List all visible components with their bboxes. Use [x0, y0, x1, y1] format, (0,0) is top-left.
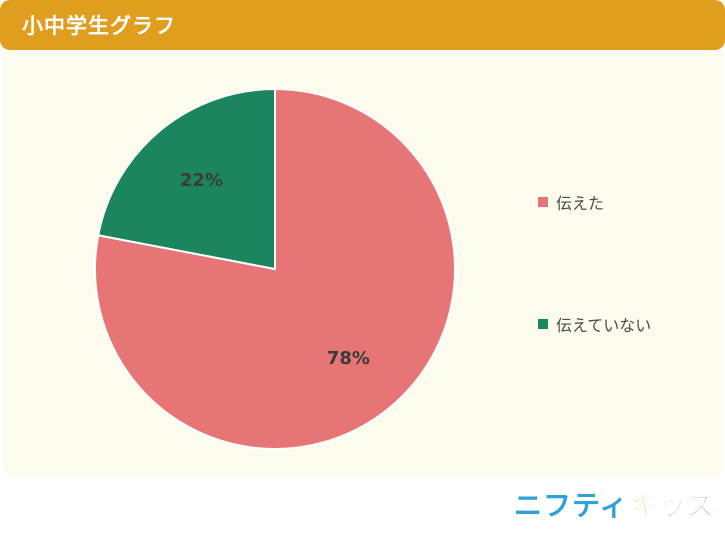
- header-bar: 小中学生グラフ: [0, 0, 725, 50]
- pie-data-label-0: 78%: [327, 348, 370, 369]
- logo-text-nifty: ニフティ: [514, 489, 629, 522]
- logo-kids-a: キ: [630, 489, 659, 523]
- legend-label-not-told: 伝えていない: [556, 316, 652, 335]
- pie-slice-0: [94, 87, 456, 450]
- pie-data-label-1: 22%: [180, 170, 223, 191]
- pie-slice-1: [97, 87, 276, 271]
- logo-kids-b: ッズ: [658, 489, 715, 523]
- page-title: 小中学生グラフ: [22, 14, 176, 38]
- nifty-kids-logo: ニフティ キッズ: [514, 484, 715, 524]
- legend-swatch-not-told: [538, 319, 548, 329]
- legend-item-told: 伝えた: [538, 190, 604, 214]
- legend-swatch-told: [538, 197, 548, 207]
- logo-text-kids: キッズ: [630, 484, 715, 524]
- legend-label-told: 伝えた: [556, 194, 605, 213]
- legend-item-not-told: 伝えていない: [538, 312, 651, 336]
